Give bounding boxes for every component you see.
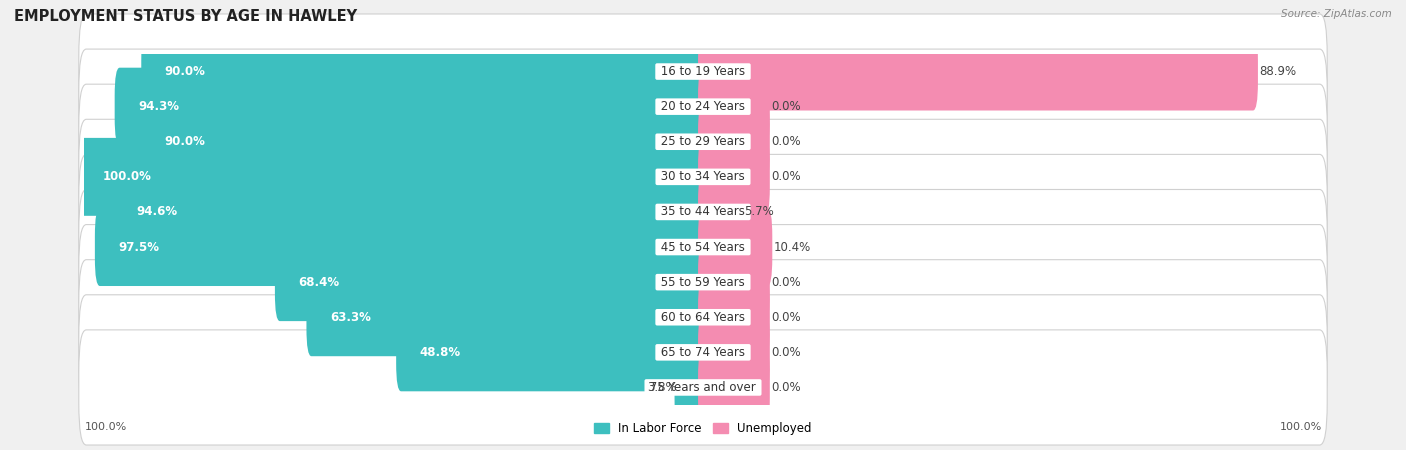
Text: 60 to 64 Years: 60 to 64 Years [657,311,749,324]
Text: 16 to 19 Years: 16 to 19 Years [657,65,749,78]
Text: 10.4%: 10.4% [773,241,811,253]
FancyBboxPatch shape [79,84,1327,199]
Text: 35 to 44 Years: 35 to 44 Years [657,206,749,218]
Text: 48.8%: 48.8% [419,346,461,359]
FancyBboxPatch shape [396,313,709,392]
Text: 5.7%: 5.7% [744,206,775,218]
FancyBboxPatch shape [79,295,1327,410]
FancyBboxPatch shape [276,243,709,321]
FancyBboxPatch shape [79,154,1327,270]
Text: 75 Years and over: 75 Years and over [647,381,759,394]
FancyBboxPatch shape [79,189,1327,305]
Text: 25 to 29 Years: 25 to 29 Years [657,135,749,148]
Text: 90.0%: 90.0% [165,135,205,148]
Text: 94.3%: 94.3% [138,100,179,113]
FancyBboxPatch shape [141,103,709,181]
FancyBboxPatch shape [697,313,770,392]
FancyBboxPatch shape [697,32,1258,111]
Text: 55 to 59 Years: 55 to 59 Years [657,276,749,288]
FancyBboxPatch shape [115,68,709,146]
Text: 100.0%: 100.0% [1279,423,1322,432]
Text: 90.0%: 90.0% [165,65,205,78]
Text: 30 to 34 Years: 30 to 34 Years [657,171,749,183]
FancyBboxPatch shape [697,138,770,216]
Text: 0.0%: 0.0% [770,135,800,148]
FancyBboxPatch shape [79,119,1327,234]
Text: 3.8%: 3.8% [647,381,676,394]
FancyBboxPatch shape [697,243,770,321]
FancyBboxPatch shape [697,348,770,427]
FancyBboxPatch shape [112,173,709,251]
FancyBboxPatch shape [697,208,772,286]
FancyBboxPatch shape [79,330,1327,445]
FancyBboxPatch shape [141,32,709,111]
FancyBboxPatch shape [307,278,709,356]
Text: 97.5%: 97.5% [118,241,159,253]
FancyBboxPatch shape [79,49,1327,164]
Text: 63.3%: 63.3% [330,311,371,324]
FancyBboxPatch shape [697,68,770,146]
Text: 88.9%: 88.9% [1260,65,1296,78]
FancyBboxPatch shape [79,138,709,216]
Text: 45 to 54 Years: 45 to 54 Years [657,241,749,253]
FancyBboxPatch shape [697,278,770,356]
Text: EMPLOYMENT STATUS BY AGE IN HAWLEY: EMPLOYMENT STATUS BY AGE IN HAWLEY [14,9,357,24]
FancyBboxPatch shape [697,103,770,181]
Text: 20 to 24 Years: 20 to 24 Years [657,100,749,113]
Text: 0.0%: 0.0% [770,346,800,359]
Text: 0.0%: 0.0% [770,100,800,113]
Text: 94.6%: 94.6% [136,206,177,218]
FancyBboxPatch shape [79,14,1327,129]
Text: 100.0%: 100.0% [84,423,127,432]
FancyBboxPatch shape [675,348,709,427]
FancyBboxPatch shape [79,225,1327,340]
Text: 68.4%: 68.4% [298,276,339,288]
Legend: In Labor Force, Unemployed: In Labor Force, Unemployed [589,417,817,440]
Text: 0.0%: 0.0% [770,311,800,324]
Text: 0.0%: 0.0% [770,171,800,183]
FancyBboxPatch shape [697,173,744,251]
FancyBboxPatch shape [94,208,709,286]
Text: 0.0%: 0.0% [770,381,800,394]
Text: 65 to 74 Years: 65 to 74 Years [657,346,749,359]
Text: 0.0%: 0.0% [770,276,800,288]
Text: Source: ZipAtlas.com: Source: ZipAtlas.com [1281,9,1392,19]
FancyBboxPatch shape [79,260,1327,375]
Text: 100.0%: 100.0% [103,171,152,183]
